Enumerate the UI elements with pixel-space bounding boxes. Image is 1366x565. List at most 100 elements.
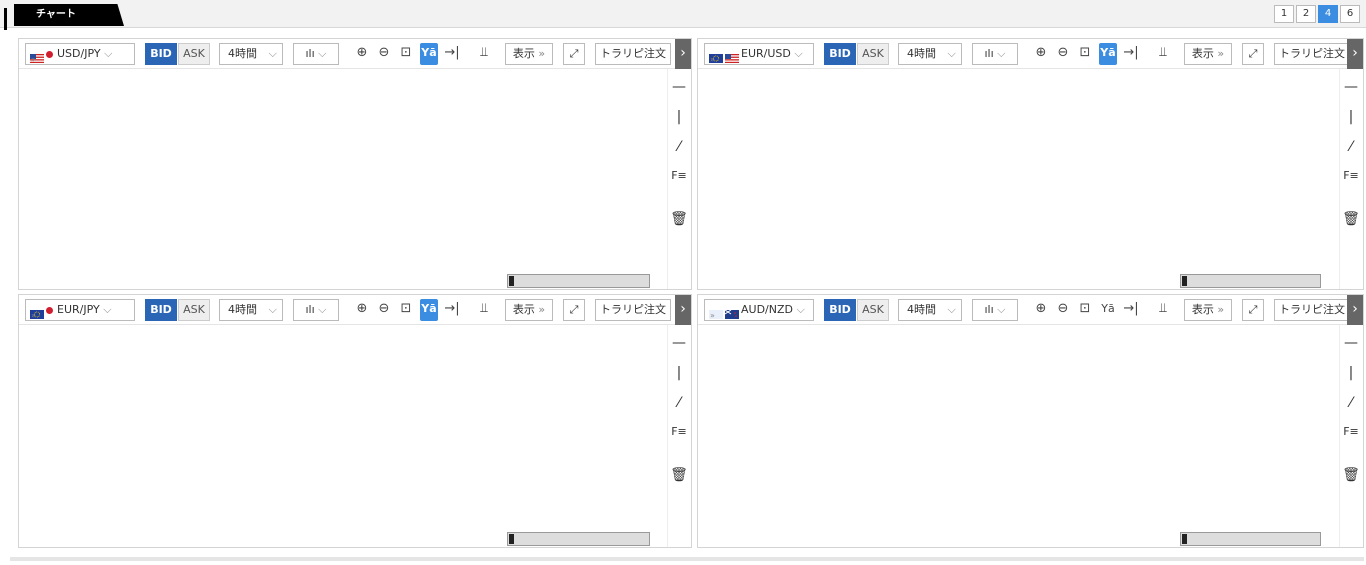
vertical-line-icon[interactable]: | — [676, 109, 682, 125]
vertical-line-icon[interactable]: | — [1348, 365, 1354, 381]
fibonacci-icon[interactable]: F≡ — [1343, 425, 1359, 438]
fibonacci-icon[interactable]: F≡ — [671, 169, 687, 182]
trash-icon[interactable]: 🗑 — [1342, 467, 1360, 483]
jump-latest-icon[interactable]: →| — [444, 301, 460, 316]
add-indicator-icon[interactable]: ⫫ — [1159, 45, 1167, 60]
bottom-scroll-track[interactable] — [10, 557, 1364, 561]
expand-icon[interactable]: ⤢ — [1242, 43, 1264, 65]
timeframe-select[interactable]: 4時間 ⌵ — [219, 299, 283, 321]
chart-canvas[interactable] — [698, 325, 1341, 548]
symbol-select[interactable]: 157.500155.000152.500ボリンジャーバンド (10, 20, … — [25, 299, 680, 521]
zoom-out-icon[interactable]: ⊖ — [1057, 301, 1069, 316]
scrollbar-handle[interactable] — [509, 534, 514, 544]
auto-scale-icon[interactable]: Yā — [1099, 43, 1117, 65]
trash-icon[interactable]: 🗑 — [670, 467, 688, 483]
ask-button[interactable]: ASK — [178, 299, 210, 321]
flag-eu-icon: 157.500155.000152.500ボリンジャーバンド (10, 20, … — [30, 306, 680, 521]
expand-icon[interactable]: ⤢ — [563, 43, 585, 65]
jump-latest-icon[interactable]: →| — [1123, 301, 1139, 316]
trend-line-icon[interactable]: ⁄ — [1349, 395, 1353, 411]
ask-button[interactable]: ASK — [857, 299, 889, 321]
zoom-in-icon[interactable]: ⊕ — [1035, 45, 1047, 60]
display-select[interactable]: 表示 » — [1184, 43, 1232, 65]
trend-line-icon[interactable]: ⁄ — [1349, 139, 1353, 155]
chart-canvas[interactable] — [19, 69, 669, 290]
trash-icon[interactable]: 🗑 — [1342, 211, 1360, 227]
display-select[interactable]: 表示 » — [1184, 299, 1232, 321]
panel-collapse-arrow-icon[interactable]: › — [1347, 295, 1363, 325]
time-scrollbar[interactable] — [507, 532, 650, 546]
bid-button[interactable]: BID — [824, 299, 856, 321]
chart-type-select[interactable]: ılı ⌵ — [293, 43, 339, 65]
chart-toolbar: 1.120001.110001.10000一目均衡表 (9, 26, 52)MA… — [698, 39, 1363, 265]
jump-latest-icon[interactable]: →| — [1123, 45, 1139, 60]
vertical-line-icon[interactable]: | — [1348, 109, 1354, 125]
symbol-select[interactable]: 142.000141.000140.000139.000138.000移動平均線… — [25, 43, 680, 265]
bid-button[interactable]: BID — [145, 299, 177, 321]
traripi-order-button[interactable]: トラリピ注文 — [1274, 299, 1350, 321]
chart-type-select[interactable]: ılı ⌵ — [293, 299, 339, 321]
horizontal-line-icon[interactable]: — — [672, 79, 686, 95]
scrollbar-handle[interactable] — [509, 276, 514, 286]
ask-button[interactable]: ASK — [857, 43, 889, 65]
fit-screen-icon[interactable]: ⊡ — [1079, 45, 1091, 60]
zoom-out-icon[interactable]: ⊖ — [378, 301, 390, 316]
trash-icon[interactable]: 🗑 — [670, 211, 688, 227]
timeframe-select[interactable]: 4時間 ⌵ — [219, 43, 283, 65]
time-scrollbar[interactable] — [507, 274, 650, 288]
symbol-select[interactable]: 1.090001.085001.080001.07500一目均衡表 (9, 26… — [704, 299, 1352, 521]
page-6-button[interactable]: 6 — [1340, 5, 1360, 23]
zoom-in-icon[interactable]: ⊕ — [356, 45, 368, 60]
scrollbar-handle[interactable] — [1182, 534, 1187, 544]
chart-type-select[interactable]: ılı ⌵ — [972, 43, 1018, 65]
scrollbar-handle[interactable] — [1182, 276, 1187, 286]
jump-latest-icon[interactable]: →| — [444, 45, 460, 60]
add-indicator-icon[interactable]: ⫫ — [480, 45, 488, 60]
tab-chart[interactable]: チャート — [14, 4, 124, 26]
expand-icon[interactable]: ⤢ — [1242, 299, 1264, 321]
horizontal-line-icon[interactable]: — — [1344, 335, 1358, 351]
traripi-order-button[interactable]: トラリピ注文 — [595, 299, 671, 321]
bid-button[interactable]: BID — [145, 43, 177, 65]
traripi-order-button[interactable]: トラリピ注文 — [595, 43, 671, 65]
fit-screen-icon[interactable]: ⊡ — [400, 301, 412, 316]
symbol-select[interactable]: 1.120001.110001.10000一目均衡表 (9, 26, 52)MA… — [704, 43, 1352, 265]
page-4-button[interactable]: 4 — [1318, 5, 1338, 23]
page-1-button[interactable]: 1 — [1274, 5, 1294, 23]
auto-scale-icon[interactable]: Yā — [420, 43, 438, 65]
time-scrollbar[interactable] — [1180, 532, 1321, 546]
display-select[interactable]: 表示 » — [505, 299, 553, 321]
trend-line-icon[interactable]: ⁄ — [677, 139, 681, 155]
horizontal-line-icon[interactable]: — — [672, 335, 686, 351]
auto-scale-icon[interactable]: Yā — [1101, 302, 1115, 315]
panel-collapse-arrow-icon[interactable]: › — [675, 39, 691, 69]
zoom-out-icon[interactable]: ⊖ — [378, 45, 390, 60]
zoom-in-icon[interactable]: ⊕ — [1035, 301, 1047, 316]
bid-button[interactable]: BID — [824, 43, 856, 65]
panel-collapse-arrow-icon[interactable]: › — [675, 295, 691, 325]
traripi-order-button[interactable]: トラリピ注文 — [1274, 43, 1350, 65]
add-indicator-icon[interactable]: ⫫ — [1159, 301, 1167, 316]
chart-type-select[interactable]: ılı ⌵ — [972, 299, 1018, 321]
trend-line-icon[interactable]: ⁄ — [677, 395, 681, 411]
zoom-in-icon[interactable]: ⊕ — [356, 301, 368, 316]
display-select[interactable]: 表示 » — [505, 43, 553, 65]
panel-collapse-arrow-icon[interactable]: › — [1347, 39, 1363, 69]
fibonacci-icon[interactable]: F≡ — [671, 425, 687, 438]
add-indicator-icon[interactable]: ⫫ — [480, 301, 488, 316]
ask-button[interactable]: ASK — [178, 43, 210, 65]
zoom-out-icon[interactable]: ⊖ — [1057, 45, 1069, 60]
expand-icon[interactable]: ⤢ — [563, 299, 585, 321]
timeframe-select[interactable]: 4時間 ⌵ — [898, 43, 962, 65]
horizontal-line-icon[interactable]: — — [1344, 79, 1358, 95]
chart-canvas[interactable] — [698, 69, 1341, 290]
timeframe-select[interactable]: 4時間 ⌵ — [898, 299, 962, 321]
vertical-line-icon[interactable]: | — [676, 365, 682, 381]
fibonacci-icon[interactable]: F≡ — [1343, 169, 1359, 182]
chart-canvas[interactable] — [19, 325, 669, 548]
time-scrollbar[interactable] — [1180, 274, 1321, 288]
auto-scale-icon[interactable]: Yā — [420, 299, 438, 321]
page-2-button[interactable]: 2 — [1296, 5, 1316, 23]
fit-screen-icon[interactable]: ⊡ — [400, 45, 412, 60]
fit-screen-icon[interactable]: ⊡ — [1079, 301, 1091, 316]
